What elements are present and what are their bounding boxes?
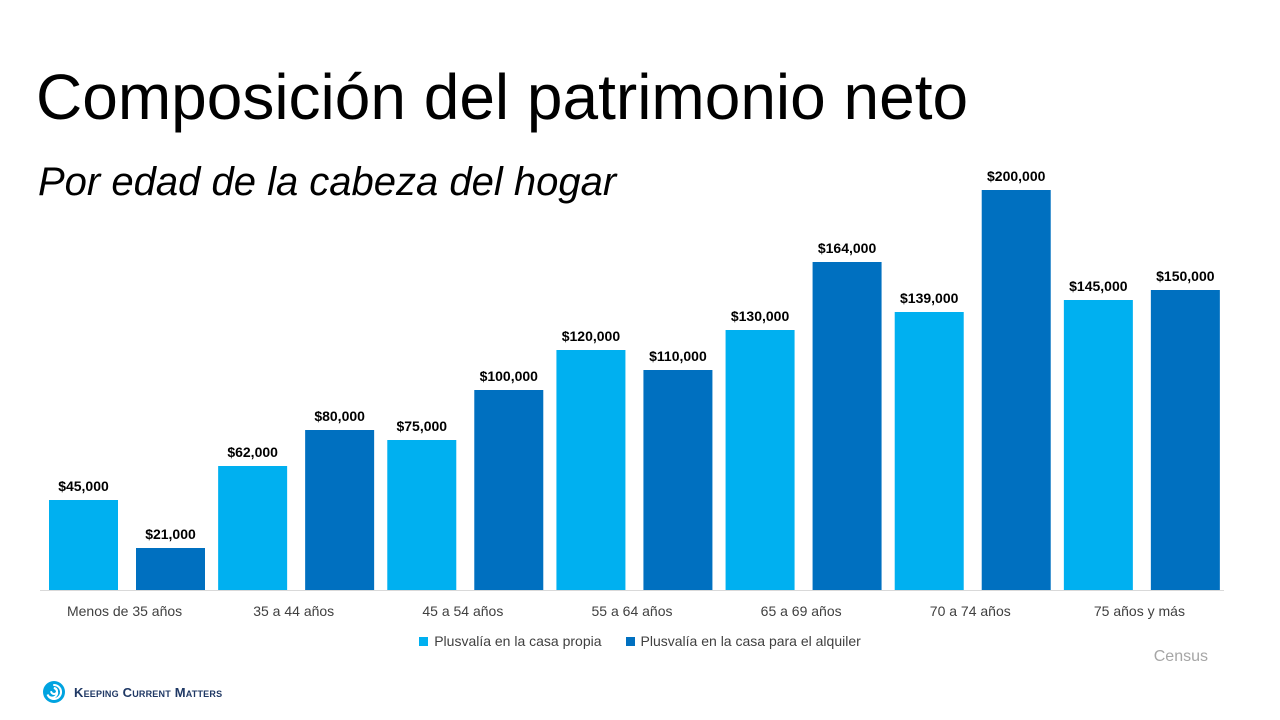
category-label-6: 70 a 74 años <box>930 603 1011 619</box>
category-label-2: 35 a 44 años <box>253 603 334 619</box>
bar-series-1-6 <box>894 312 964 590</box>
logo: Keeping Current Matters <box>42 680 222 704</box>
data-label-series-2-3: $100,000 <box>480 368 539 384</box>
legend-label-series-2: Plusvalía en la casa para el alquiler <box>640 633 861 649</box>
data-label-series-1-4: $120,000 <box>562 328 621 344</box>
data-label-series-2-1: $21,000 <box>145 526 196 542</box>
chart-legend: Plusvalía en la casa propia Plusvalía en… <box>0 633 1280 649</box>
bar-series-2-7 <box>1150 290 1220 590</box>
bar-series-1-3 <box>387 440 457 590</box>
bar-series-1-7 <box>1063 300 1133 590</box>
bar-series-2-5 <box>812 262 882 590</box>
category-label-4: 55 a 64 años <box>592 603 673 619</box>
bar-series-2-2 <box>305 430 375 590</box>
data-label-series-2-7: $150,000 <box>1156 268 1215 284</box>
data-label-series-1-3: $75,000 <box>396 418 447 434</box>
category-label-1: Menos de 35 años <box>67 603 182 619</box>
data-label-series-1-7: $145,000 <box>1069 278 1128 294</box>
source-label: Census <box>1153 648 1208 665</box>
data-label-series-1-6: $139,000 <box>900 290 959 306</box>
bar-series-1-1 <box>49 500 118 590</box>
data-label-series-2-2: $80,000 <box>314 408 365 424</box>
page-subtitle: Por edad de la cabeza del hogar <box>38 160 617 204</box>
bar-series-1-4 <box>556 350 626 590</box>
data-label-series-1-1: $45,000 <box>58 478 109 494</box>
data-label-series-1-2: $62,000 <box>227 444 278 460</box>
spiral-logo-icon <box>43 681 65 703</box>
data-label-series-2-6: $200,000 <box>987 168 1046 184</box>
legend-label-series-1: Plusvalía en la casa propia <box>434 633 602 649</box>
legend-swatch-series-1 <box>419 636 429 646</box>
bar-series-2-4 <box>643 370 713 590</box>
bar-series-1-2 <box>218 466 288 590</box>
category-label-5: 65 a 69 años <box>761 603 842 619</box>
bar-series-2-1 <box>136 548 205 590</box>
bar-series-2-6 <box>981 190 1051 590</box>
legend-swatch-series-2 <box>625 636 635 646</box>
legend-item-series-1: Plusvalía en la casa propia <box>419 633 602 649</box>
data-label-series-1-5: $130,000 <box>731 308 790 324</box>
category-label-7: 75 años y más <box>1094 603 1185 619</box>
legend-item-series-2: Plusvalía en la casa para el alquiler <box>625 633 861 649</box>
bar-series-1-5 <box>725 330 795 590</box>
data-label-series-2-4: $110,000 <box>649 348 707 364</box>
bar-series-2-3 <box>474 390 544 590</box>
data-label-series-2-5: $164,000 <box>818 240 877 256</box>
category-label-3: 45 a 54 años <box>422 603 503 619</box>
page-title: Composición del patrimonio neto <box>36 61 969 133</box>
logo-text: Keeping Current Matters <box>74 684 223 700</box>
